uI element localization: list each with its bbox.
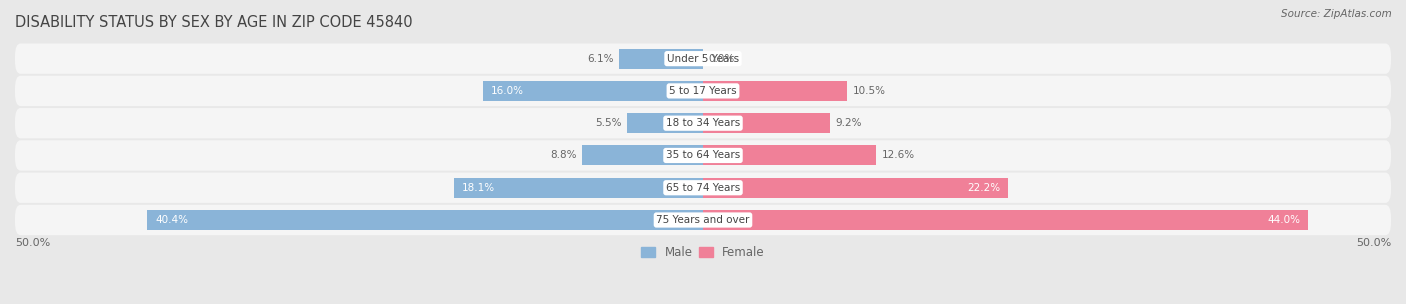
Text: 8.8%: 8.8% bbox=[550, 150, 576, 161]
Text: 18.1%: 18.1% bbox=[463, 183, 495, 193]
Text: 12.6%: 12.6% bbox=[882, 150, 915, 161]
Bar bbox=[703, 178, 1008, 198]
Bar bbox=[703, 113, 830, 133]
Text: 16.0%: 16.0% bbox=[491, 86, 524, 96]
Bar bbox=[454, 178, 703, 198]
Text: 75 Years and over: 75 Years and over bbox=[657, 215, 749, 225]
Text: 18 to 34 Years: 18 to 34 Years bbox=[666, 118, 740, 128]
Bar bbox=[627, 113, 703, 133]
Text: Under 5 Years: Under 5 Years bbox=[666, 54, 740, 64]
Legend: Male, Female: Male, Female bbox=[637, 241, 769, 264]
Text: 9.2%: 9.2% bbox=[835, 118, 862, 128]
FancyBboxPatch shape bbox=[15, 205, 1391, 235]
Text: 6.1%: 6.1% bbox=[588, 54, 613, 64]
Text: 65 to 74 Years: 65 to 74 Years bbox=[666, 183, 740, 193]
Text: 40.4%: 40.4% bbox=[155, 215, 188, 225]
Bar bbox=[703, 210, 1309, 230]
Text: 5 to 17 Years: 5 to 17 Years bbox=[669, 86, 737, 96]
FancyBboxPatch shape bbox=[15, 140, 1391, 171]
Text: DISABILITY STATUS BY SEX BY AGE IN ZIP CODE 45840: DISABILITY STATUS BY SEX BY AGE IN ZIP C… bbox=[15, 15, 412, 30]
Bar bbox=[148, 210, 703, 230]
Bar bbox=[703, 145, 876, 165]
Text: 50.0%: 50.0% bbox=[15, 238, 51, 248]
Text: 35 to 64 Years: 35 to 64 Years bbox=[666, 150, 740, 161]
Text: Source: ZipAtlas.com: Source: ZipAtlas.com bbox=[1281, 9, 1392, 19]
FancyBboxPatch shape bbox=[15, 173, 1391, 203]
Text: 44.0%: 44.0% bbox=[1267, 215, 1301, 225]
Text: 10.5%: 10.5% bbox=[853, 86, 886, 96]
FancyBboxPatch shape bbox=[15, 108, 1391, 138]
Bar bbox=[482, 81, 703, 101]
Text: 0.0%: 0.0% bbox=[709, 54, 735, 64]
Bar bbox=[703, 81, 848, 101]
Text: 50.0%: 50.0% bbox=[1355, 238, 1391, 248]
FancyBboxPatch shape bbox=[15, 43, 1391, 74]
Bar bbox=[582, 145, 703, 165]
Text: 5.5%: 5.5% bbox=[595, 118, 621, 128]
FancyBboxPatch shape bbox=[15, 76, 1391, 106]
Bar bbox=[619, 49, 703, 69]
Text: 22.2%: 22.2% bbox=[967, 183, 1000, 193]
